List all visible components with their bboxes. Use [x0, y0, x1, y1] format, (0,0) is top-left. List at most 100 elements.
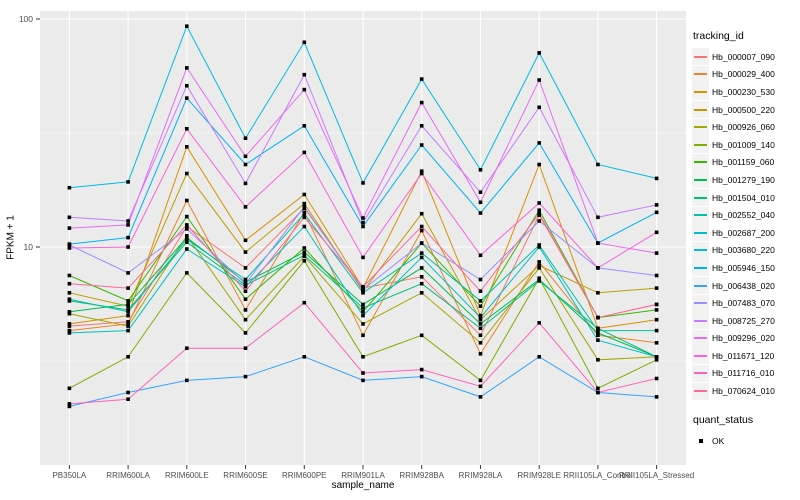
- data-point: [185, 198, 189, 203]
- data-point: [67, 273, 72, 278]
- data-point: [67, 185, 72, 190]
- data-point: [478, 395, 483, 399]
- legend-label: OK: [712, 435, 725, 446]
- data-point: [419, 251, 424, 255]
- legend-label: Hb_007483_070: [712, 298, 775, 309]
- data-point: [126, 223, 130, 227]
- data-point: [596, 386, 600, 391]
- data-point: [185, 240, 189, 244]
- data-point: [185, 223, 189, 227]
- data-point: [126, 271, 130, 275]
- data-point: [419, 211, 424, 216]
- legend-label: Hb_000007_090: [712, 51, 775, 62]
- legend-label: Hb_008725_270: [712, 315, 775, 326]
- data-point: [67, 322, 72, 326]
- data-point: [126, 219, 130, 223]
- data-point: [361, 371, 365, 375]
- data-point: [302, 300, 307, 305]
- data-point: [126, 286, 130, 290]
- legend-key-swatch: [692, 432, 709, 449]
- data-point: [654, 230, 659, 235]
- legend-item-list: Hb_000007_090 Hb_000029_400 Hb_000230_530 H…: [692, 48, 798, 400]
- legend-item: Hb_002552_040: [692, 206, 798, 224]
- x-tick-label: RRIM600LA: [106, 471, 150, 480]
- legend-key-swatch: [692, 118, 709, 136]
- data-point: [361, 313, 365, 318]
- data-point: [185, 24, 189, 28]
- data-point: [361, 291, 365, 295]
- x-tick-label: RRIM928LE: [517, 471, 561, 480]
- data-point: [478, 322, 483, 326]
- legend-color-line-icon: [694, 319, 707, 322]
- data-point: [185, 378, 189, 383]
- legend-color-line-icon: [694, 372, 707, 375]
- legend-label: Hb_001159_060: [712, 157, 775, 168]
- data-point: [596, 338, 600, 342]
- legend-color-line-icon: [694, 302, 707, 305]
- data-point: [185, 171, 189, 176]
- x-tick-label: RRIM928BA: [399, 471, 444, 480]
- data-point: [361, 378, 365, 383]
- data-point: [126, 397, 130, 401]
- data-point: [302, 205, 307, 209]
- data-point: [654, 395, 659, 399]
- data-point: [419, 281, 424, 286]
- data-point: [126, 299, 130, 303]
- data-point: [126, 328, 130, 333]
- data-point: [67, 215, 72, 220]
- data-point: [361, 355, 365, 359]
- data-point: [243, 297, 248, 301]
- data-point: [419, 275, 424, 279]
- data-point: [537, 78, 541, 82]
- legend-label: Hb_001504_010: [712, 192, 775, 203]
- legend-label: Hb_070624_010: [712, 386, 775, 397]
- data-point: [126, 180, 130, 184]
- legend-color-line-icon: [694, 354, 707, 357]
- data-point: [478, 168, 483, 172]
- data-point: [537, 51, 541, 55]
- data-point: [302, 124, 307, 128]
- data-point: [654, 358, 659, 362]
- data-point: [67, 402, 72, 406]
- legend-color-line-icon: [694, 284, 707, 287]
- legend-label: Hb_005946_150: [712, 262, 775, 273]
- data-point: [243, 289, 248, 293]
- data-point: [185, 247, 189, 251]
- legend-item: Hb_005946_150: [692, 259, 798, 277]
- data-point: [654, 203, 659, 207]
- x-tick-label: PB350LA: [52, 471, 86, 480]
- data-point: [478, 190, 483, 194]
- legend-color-line-icon: [694, 178, 707, 181]
- data-point: [537, 263, 541, 268]
- data-point: [243, 162, 248, 167]
- legend-key-swatch: [692, 83, 709, 101]
- data-point: [478, 313, 483, 318]
- data-point: [537, 260, 541, 264]
- data-point: [302, 150, 307, 155]
- data-point: [654, 302, 659, 307]
- data-point: [361, 302, 365, 307]
- data-point: [302, 250, 307, 254]
- legend-item: Hb_011716_010: [692, 364, 798, 383]
- data-point: [185, 346, 189, 350]
- data-point: [67, 404, 72, 409]
- black-square-marker-icon: [698, 438, 703, 443]
- data-point: [478, 304, 483, 308]
- legend-key-swatch: [692, 329, 709, 347]
- legend-item: Hb_001504_010: [692, 189, 798, 207]
- data-point: [654, 176, 659, 181]
- legend-item: Hb_006438_020: [692, 277, 798, 295]
- x-axis-title: sample_name: [331, 480, 395, 491]
- data-point: [478, 378, 483, 383]
- legend-label: Hb_000926_060: [712, 122, 775, 133]
- data-point: [654, 273, 659, 278]
- legend-item: Hb_000029_400: [692, 65, 798, 84]
- legend-key-swatch: [692, 277, 709, 295]
- data-point: [243, 331, 248, 335]
- data-point: [126, 324, 130, 328]
- data-point: [654, 341, 659, 345]
- data-point: [243, 308, 248, 312]
- data-point: [596, 328, 600, 333]
- data-point: [596, 215, 600, 220]
